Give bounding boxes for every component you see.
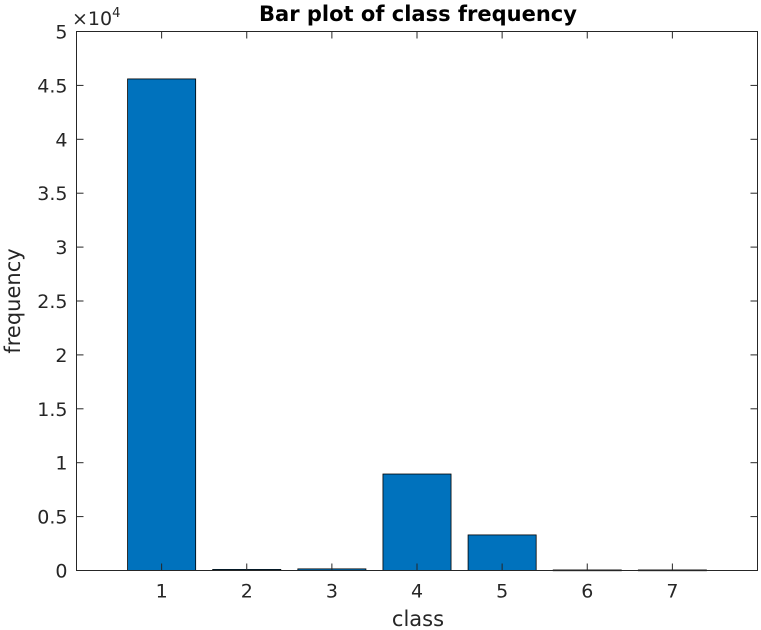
x-tick-label: 1 [156,581,168,603]
x-tick-label: 7 [666,581,678,603]
bar-class-4 [382,473,452,571]
y-tick-label: 4.5 [37,75,67,97]
y-tick-label: 3.5 [37,183,67,205]
y-tick-label: 1 [55,453,67,475]
x-tick-label: 6 [581,581,593,603]
chart-title: Bar plot of class frequency [259,2,577,26]
axes-box [76,31,758,571]
y-tick-label: 2 [55,345,67,367]
y-tick-label: 0.5 [37,507,67,529]
y-tick-label: 0 [55,561,67,583]
y-tick-label: 4 [55,129,67,151]
y-scale-multiplier: ×104 [72,6,120,30]
x-axis-label: class [392,607,444,630]
x-tick-label: 5 [496,581,508,603]
plot-area: 1 2 3 4 5 6 7 0 0.5 1 1.5 2 2.5 3 3.5 4 4.5 5 [37,22,758,603]
x-tick-label: 2 [241,581,253,603]
y-tick-label: 2.5 [37,291,67,313]
bar-class-1 [127,78,197,571]
y-tick-label: 5 [55,22,67,44]
x-tick-label: 4 [411,581,423,603]
y-scale-exponent: 4 [112,6,120,21]
y-axis-label: frequency [1,248,25,353]
x-tick-label: 3 [326,581,338,603]
y-tick-label: 1.5 [37,399,67,421]
y-tick-label: 3 [55,237,67,259]
